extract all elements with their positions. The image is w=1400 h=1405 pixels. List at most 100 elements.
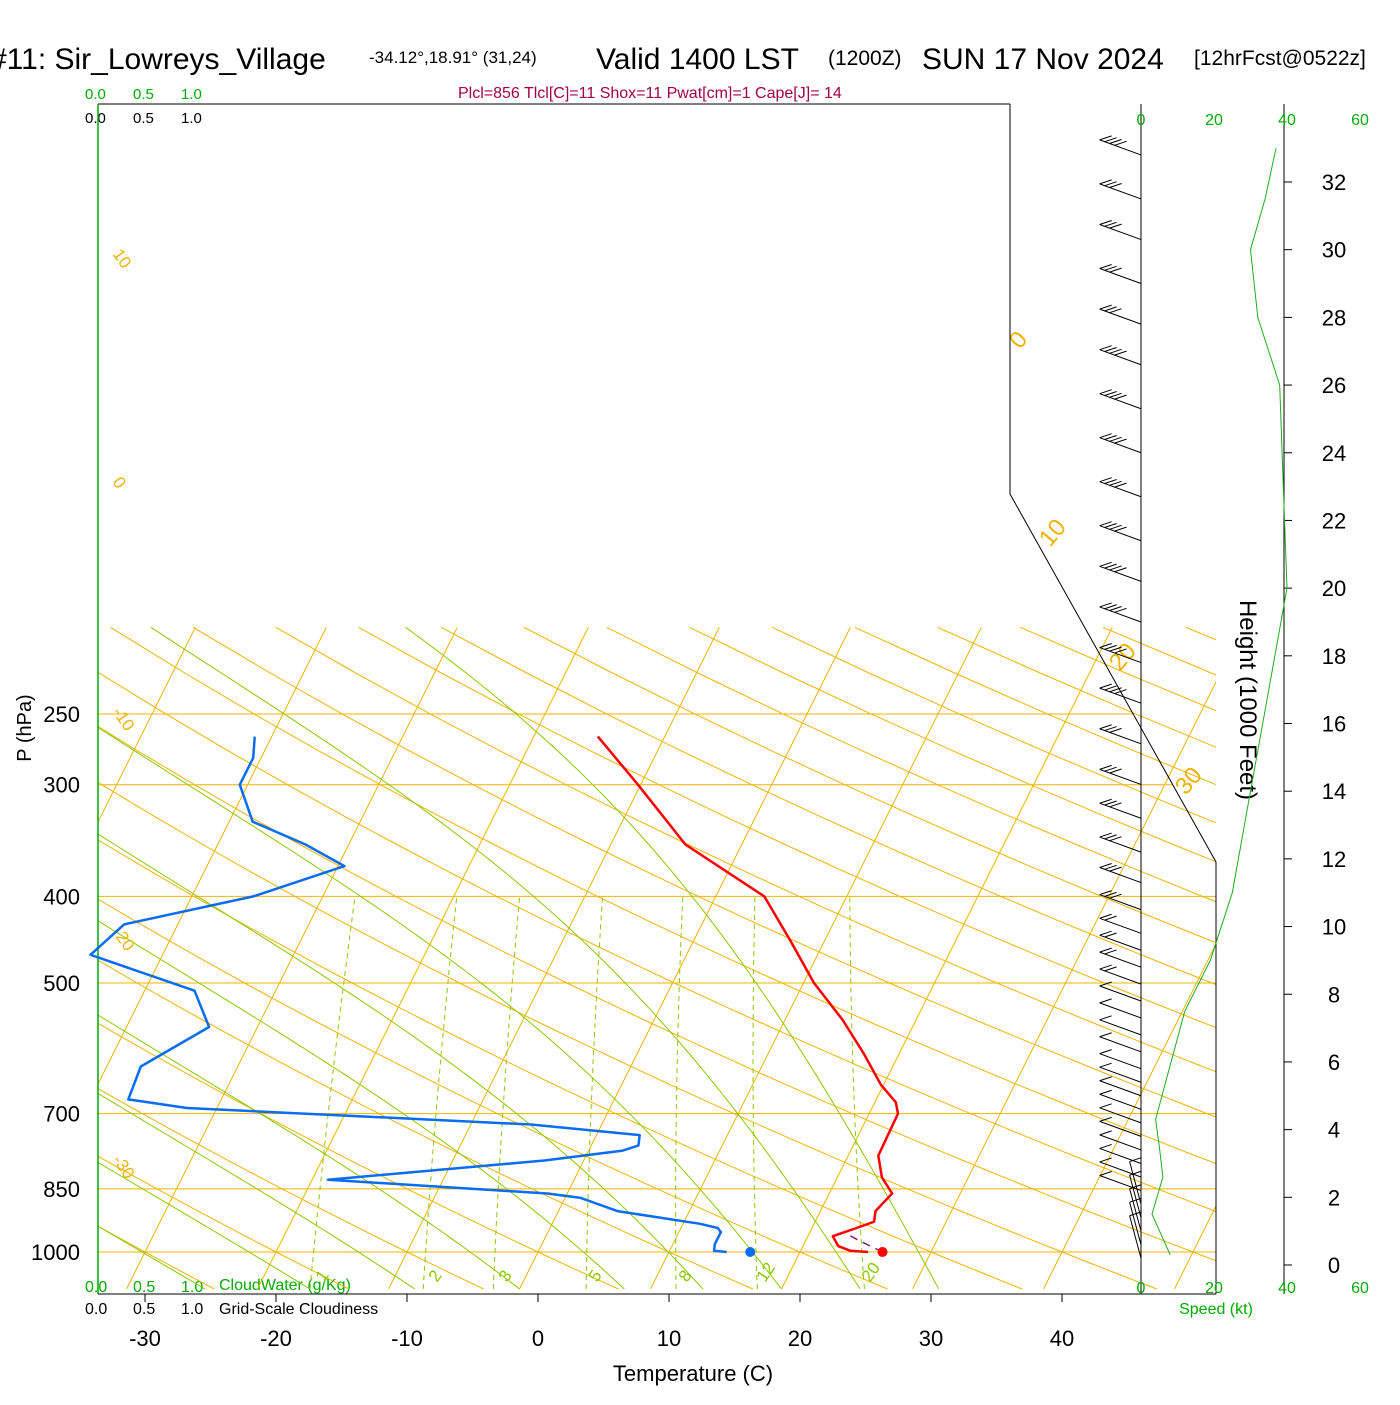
mixing-ratio-label: 20 <box>858 1259 884 1285</box>
wind-barb-feather <box>1115 527 1127 531</box>
wind-barb-feather <box>1100 644 1112 648</box>
wind-barb-feather <box>1115 568 1127 572</box>
wind-barb-feather <box>1100 1016 1112 1020</box>
wind-barb-feather <box>1100 948 1112 952</box>
station-coords: -34.12°,18.91° (31,24) <box>369 48 537 67</box>
height-tick-label: 0 <box>1328 1253 1340 1278</box>
x-tick-label: 40 <box>1050 1326 1074 1351</box>
wind-barb-feather <box>1100 684 1112 688</box>
wind-barb-feather <box>1100 1144 1112 1148</box>
height-tick-label: 28 <box>1322 305 1346 330</box>
sounding-indices: Plcl=856 Tlcl[C]=11 Shox=11 Pwat[cm]=1 C… <box>458 85 842 102</box>
bottom-black-tick: 0.5 <box>133 1301 155 1318</box>
wind-barb-feather <box>1110 867 1122 871</box>
wind-barb-feather <box>1115 439 1127 443</box>
valid-utc: (1200Z) <box>828 47 902 70</box>
wind-barb-feather <box>1100 390 1112 394</box>
wind-barb-feather <box>1110 139 1122 143</box>
wind-barb-feather <box>1100 1033 1112 1037</box>
dry-adiabat-line <box>772 627 1400 1289</box>
mixing-ratio-label: 3 <box>495 1267 516 1286</box>
wind-barb-feather <box>1100 1158 1112 1162</box>
x-tick-label: -20 <box>260 1326 292 1351</box>
height-axis-title: Height (1000 Feet) <box>1234 600 1261 800</box>
wind-barb-feather <box>1100 264 1112 268</box>
wind-barb-feather <box>1110 607 1122 611</box>
wind-barb-feather <box>1110 525 1122 529</box>
top-black-tick: 0.0 <box>85 110 106 127</box>
mixing-ratio-line <box>676 896 683 1289</box>
wind-barb-feather <box>1105 916 1117 920</box>
mixing-ratio-line <box>493 896 519 1289</box>
x-tick-label: 0 <box>532 1326 544 1351</box>
height-tick-label: 2 <box>1328 1185 1340 1210</box>
wind-barb-shaft <box>1100 986 1141 1001</box>
wind-barb-feather <box>1110 393 1122 397</box>
wind-barb-shaft <box>1100 1067 1141 1082</box>
wind-barb-feather <box>1105 933 1117 937</box>
plot-frame <box>98 104 1216 1294</box>
wind-barb-shaft <box>1100 935 1141 950</box>
wind-barb-shaft <box>1100 952 1141 967</box>
wind-barb-feather <box>1100 1050 1112 1054</box>
wind-barb-feather <box>1100 305 1112 309</box>
wind-barb-feather <box>1110 803 1122 807</box>
wind-barb-feather <box>1100 1077 1112 1081</box>
isotherm-label: 0 <box>109 473 130 492</box>
wind-barb-feather <box>1105 436 1117 440</box>
wind-barb-feather <box>1110 728 1122 732</box>
height-tick-label: 20 <box>1322 576 1346 601</box>
pressure-tick-label: 500 <box>43 971 80 996</box>
top-green-tick: 0.5 <box>133 86 154 103</box>
pressure-tick-label: 1000 <box>31 1240 80 1265</box>
wind-barb-feather <box>1105 524 1117 528</box>
wind-barb-shaft <box>1100 438 1141 453</box>
speed-tick-label-bottom: 40 <box>1278 1280 1296 1297</box>
wind-barb-shaft <box>1100 1081 1141 1096</box>
pressure-tick-label: 250 <box>43 702 80 727</box>
wind-barb-shaft <box>1100 140 1141 155</box>
speed-tick-label-bottom: 20 <box>1205 1280 1223 1297</box>
wind-barb-feather <box>1100 562 1112 566</box>
dry-adiabat-line <box>193 627 1400 1289</box>
wind-barb-feather <box>1115 608 1127 612</box>
speed-axis-title: Speed (kt) <box>1179 1301 1253 1318</box>
top-black-tick: 0.5 <box>133 110 154 127</box>
dry-adiabat-line <box>1351 627 1400 1289</box>
pressure-tick-label: 700 <box>43 1102 80 1127</box>
height-tick-label: 32 <box>1322 170 1346 195</box>
isotherm-line <box>1175 627 1400 1289</box>
wind-barb-feather <box>1100 914 1112 918</box>
top-green-tick: 1.0 <box>181 86 202 103</box>
wind-barb-feather <box>1115 395 1127 399</box>
wind-barb-shaft <box>1100 1175 1141 1190</box>
speed-tick-label-bottom: 0 <box>1137 1280 1146 1297</box>
dry-adiabat-line <box>0 627 618 1289</box>
wind-barb-feather <box>1110 566 1122 570</box>
wind-barb-feather <box>1100 833 1112 837</box>
valid-date: SUN 17 Nov 2024 <box>922 43 1164 76</box>
frame-right <box>1010 104 1216 1294</box>
dry-adiabat-line <box>276 627 1400 1289</box>
wind-barb-feather <box>1105 222 1117 226</box>
wind-barb-shaft <box>1100 1121 1141 1136</box>
speed-tick-label-top: 40 <box>1278 112 1296 129</box>
station-title: #11: Sir_Lowreys_Village <box>0 43 326 76</box>
x-tick-label: -30 <box>129 1326 161 1351</box>
wind-barb-feather <box>1100 180 1112 184</box>
isotherm-label: -20 <box>109 923 139 954</box>
height-tick-label: 22 <box>1322 508 1346 533</box>
wind-barb-feather <box>1105 727 1117 731</box>
wind-barb-feather <box>1100 434 1112 438</box>
x-tick-label: 30 <box>919 1326 943 1351</box>
wind-barb-shaft <box>1100 394 1141 409</box>
wind-barb-shaft <box>1100 1003 1141 1018</box>
pressure-tick-label: 850 <box>43 1177 80 1202</box>
wind-barb-feather <box>1100 1063 1112 1067</box>
wind-barb-shaft <box>1100 268 1141 283</box>
wind-barb-shaft <box>1100 868 1141 883</box>
